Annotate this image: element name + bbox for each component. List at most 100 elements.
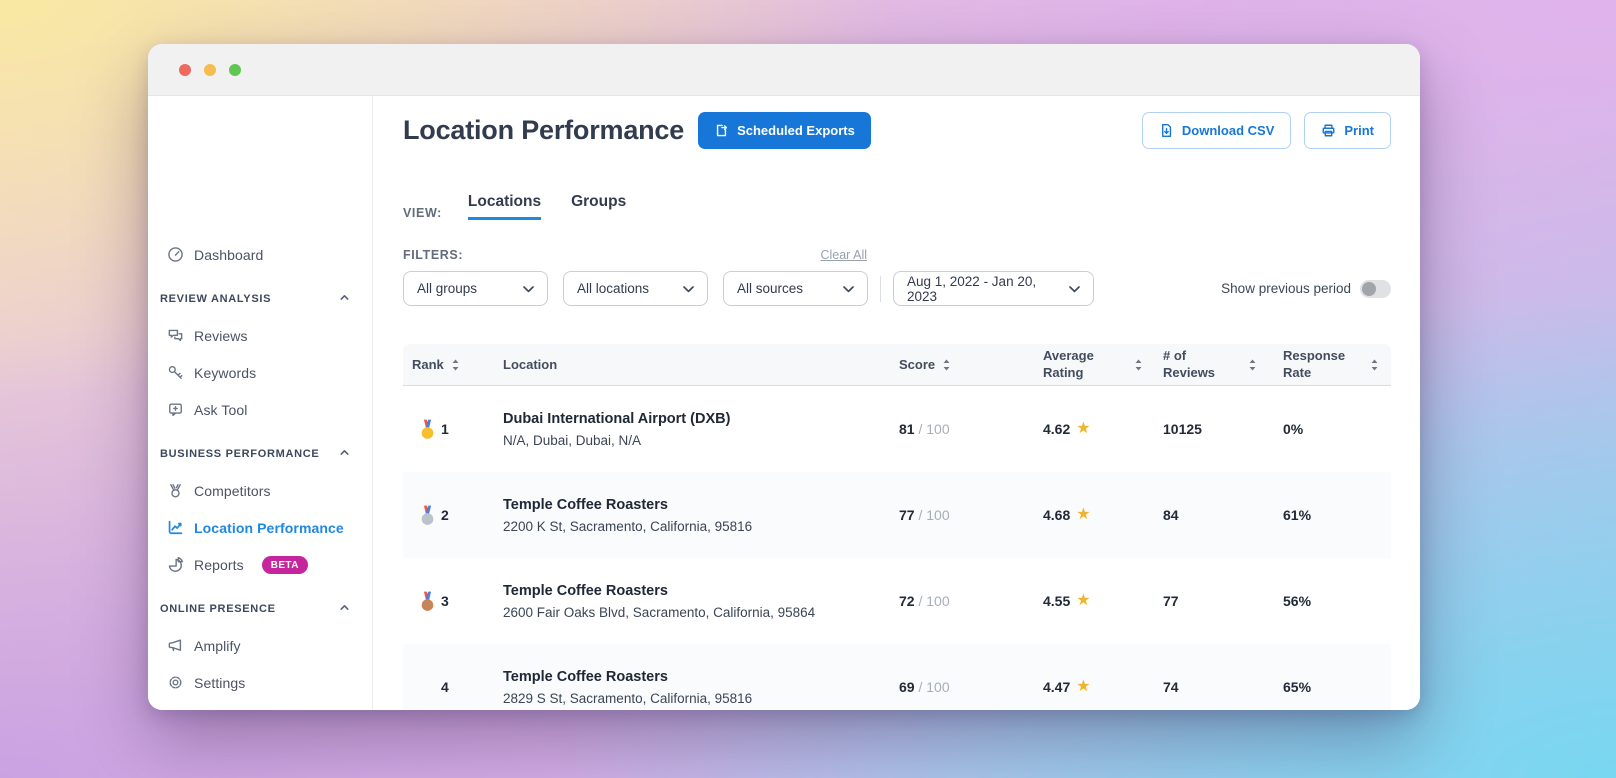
sort-arrows-icon[interactable]	[1370, 359, 1379, 371]
score-max: / 100	[918, 421, 950, 437]
view-label: VIEW:	[403, 206, 442, 220]
column-header-score[interactable]: Score	[899, 357, 1043, 372]
star-icon: ★	[1076, 420, 1091, 437]
column-header-response-rate[interactable]: Response Rate	[1283, 348, 1391, 382]
sources-filter-dropdown[interactable]: All sources	[723, 271, 868, 306]
locations-filter-dropdown[interactable]: All locations	[563, 271, 708, 306]
sidebar-item-label: Location Performance	[194, 519, 344, 536]
sidebar-item-reviews[interactable]: Reviews	[148, 317, 372, 354]
close-window-button[interactable]	[179, 63, 191, 76]
bronze-medal-icon	[421, 591, 434, 611]
response-rate: 65%	[1283, 679, 1312, 695]
beta-badge: BETA	[261, 555, 308, 574]
chevron-up-icon	[338, 601, 351, 617]
response-rate: 0%	[1283, 421, 1304, 437]
download-csv-button[interactable]: Download CSV	[1141, 112, 1292, 149]
star-icon: ★	[1076, 678, 1091, 695]
filters-label: FILTERS:	[403, 248, 464, 262]
file-export-icon	[714, 123, 729, 138]
table-row: 1 Dubai International Airport (DXB) N/A,…	[403, 386, 1391, 472]
window-titlebar	[148, 44, 1420, 96]
column-header-average-rating[interactable]: Average Rating	[1043, 348, 1163, 382]
minimize-window-button[interactable]	[204, 63, 216, 76]
zoom-window-button[interactable]	[229, 63, 241, 76]
column-label: Average Rating	[1043, 347, 1094, 380]
button-label: Scheduled Exports	[737, 123, 855, 138]
pie-chart-icon	[167, 556, 184, 573]
gold-medal-icon	[421, 419, 434, 439]
app-window: Dashboard REVIEW ANALYSIS Reviews Keywor…	[148, 44, 1420, 710]
column-header-num-reviews[interactable]: # of Reviews	[1163, 348, 1283, 382]
sidebar-item-dashboard[interactable]: Dashboard	[148, 236, 372, 273]
rank-value: 2	[441, 507, 449, 523]
main-content: Location Performance Scheduled Exports D…	[373, 96, 1420, 710]
show-previous-period-label: Show previous period	[1221, 281, 1351, 296]
score-max: / 100	[918, 507, 950, 523]
print-button[interactable]: Print	[1304, 112, 1391, 149]
location-address: 2600 Fair Oaks Blvd, Sacramento, Califor…	[503, 604, 816, 620]
response-rate: 56%	[1283, 593, 1312, 609]
sidebar-item-ask-tool[interactable]: Ask Tool	[148, 391, 372, 428]
rank-value: 1	[441, 421, 449, 437]
sidebar-item-amplify[interactable]: Amplify	[148, 627, 372, 664]
column-header-location[interactable]: Location	[503, 357, 899, 372]
chat-bubbles-icon	[167, 327, 184, 344]
chevron-down-icon	[683, 281, 694, 296]
column-label: # of Reviews	[1163, 347, 1216, 380]
sort-arrows-icon[interactable]	[1134, 359, 1143, 371]
clear-all-link[interactable]: Clear All	[820, 248, 867, 262]
sidebar-item-label: Keywords	[194, 364, 257, 381]
sidebar-section-business-performance[interactable]: BUSINESS PERFORMANCE	[148, 436, 372, 472]
tab-groups[interactable]: Groups	[571, 193, 627, 210]
sidebar-item-label: Competitors	[194, 482, 271, 499]
chevron-down-icon	[523, 281, 534, 296]
date-range-picker[interactable]: Aug 1, 2022 - Jan 20, 2023	[893, 271, 1094, 306]
chevron-down-icon	[843, 281, 854, 296]
column-label: Rank	[412, 357, 444, 372]
section-title: ONLINE PRESENCE	[160, 603, 276, 615]
sidebar-item-settings[interactable]: Settings	[148, 664, 372, 701]
location-address: 2200 K St, Sacramento, California, 95816	[503, 518, 753, 534]
sidebar-item-label: Reviews	[194, 327, 248, 344]
location-address: N/A, Dubai, Dubai, N/A	[503, 432, 642, 448]
section-title: BUSINESS PERFORMANCE	[160, 448, 320, 460]
dropdown-value: All sources	[737, 281, 804, 296]
sort-arrows-icon[interactable]	[451, 359, 460, 371]
score-value: 69	[899, 679, 915, 695]
reviews-count: 84	[1163, 507, 1179, 523]
groups-filter-dropdown[interactable]: All groups	[403, 271, 548, 306]
rating-value: 4.55	[1043, 593, 1071, 609]
sidebar: Dashboard REVIEW ANALYSIS Reviews Keywor…	[148, 96, 373, 710]
sidebar-item-keywords[interactable]: Keywords	[148, 354, 372, 391]
star-icon: ★	[1076, 592, 1091, 609]
column-header-rank[interactable]: Rank	[403, 357, 503, 372]
rank-value: 4	[441, 679, 449, 695]
page-title: Location Performance	[403, 115, 685, 145]
sidebar-item-label: Dashboard	[194, 246, 264, 263]
star-icon: ★	[1076, 506, 1091, 523]
gear-icon	[167, 674, 184, 691]
table-row: 4 Temple Coffee Roasters 2829 S St, Sacr…	[403, 644, 1391, 710]
sidebar-section-review-analysis[interactable]: REVIEW ANALYSIS	[148, 281, 372, 317]
show-previous-period-toggle[interactable]	[1360, 279, 1391, 298]
score-value: 77	[899, 507, 915, 523]
location-name: Dubai International Airport (DXB)	[503, 410, 731, 427]
scheduled-exports-button[interactable]: Scheduled Exports	[698, 112, 871, 149]
sidebar-item-reports[interactable]: Reports BETA	[148, 546, 372, 583]
response-rate: 61%	[1283, 507, 1312, 523]
reviews-count: 10125	[1163, 421, 1202, 437]
comment-plus-icon	[167, 401, 184, 418]
sort-arrows-icon[interactable]	[942, 359, 951, 371]
tab-locations[interactable]: Locations	[467, 193, 542, 220]
dropdown-value: All locations	[577, 281, 650, 296]
sidebar-section-online-presence[interactable]: ONLINE PRESENCE	[148, 591, 372, 627]
sidebar-item-competitors[interactable]: Competitors	[148, 472, 372, 509]
table-header: Rank Location Score	[403, 344, 1391, 386]
chevron-up-icon	[338, 446, 351, 462]
sort-arrows-icon[interactable]	[1248, 359, 1257, 371]
megaphone-icon	[167, 637, 184, 654]
sidebar-item-location-performance[interactable]: Location Performance	[148, 509, 372, 546]
line-chart-icon	[167, 519, 184, 536]
score-value: 72	[899, 593, 915, 609]
reviews-count: 77	[1163, 593, 1179, 609]
